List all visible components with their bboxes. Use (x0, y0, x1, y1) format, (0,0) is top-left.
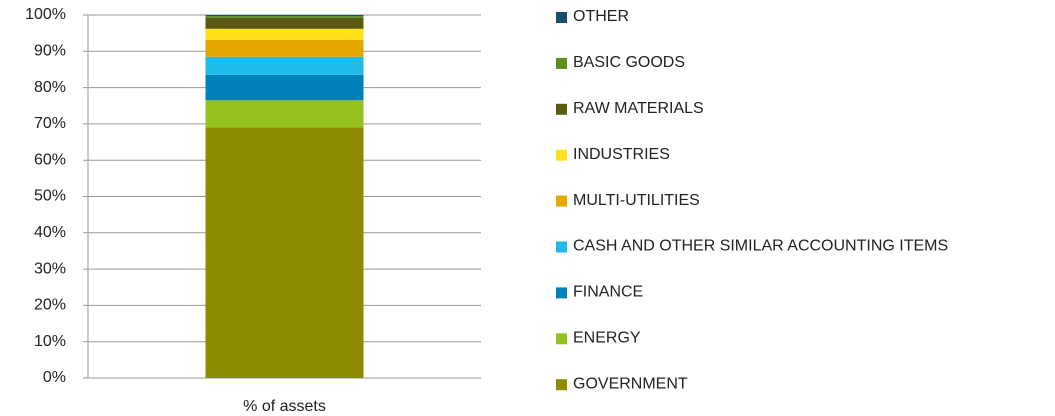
legend-label: INDUSTRIES (573, 146, 670, 163)
bar-segment (205, 56, 364, 75)
y-tick-label: 40% (34, 224, 66, 241)
legend-swatch (556, 57, 567, 69)
y-tick-label: 0% (43, 369, 66, 386)
legend-swatch (556, 241, 567, 253)
legend-swatch (556, 379, 567, 391)
bar-segment (205, 28, 364, 40)
y-tick-label: 30% (34, 260, 66, 277)
bar-segment (205, 17, 364, 29)
y-tick-label: 90% (34, 43, 66, 60)
legend-label: RAW MATERIALS (573, 100, 704, 117)
legend-label: GOVERNMENT (573, 375, 688, 392)
y-tick-label: 100% (25, 6, 66, 23)
bar-segment (205, 39, 364, 57)
y-tick-label: 10% (34, 333, 66, 350)
legend-label: CASH AND OTHER SIMILAR ACCOUNTING ITEMS (573, 238, 948, 255)
y-tick-label: 20% (34, 297, 66, 314)
bar-segment (205, 74, 364, 101)
legend-swatch (556, 149, 567, 161)
legend-label: OTHER (573, 8, 629, 25)
y-tick-label: 60% (34, 151, 66, 168)
legend-label: BASIC GOODS (573, 54, 685, 71)
legend-swatch (556, 12, 567, 23)
legend-label: MULTI-UTILITIES (573, 192, 700, 209)
bar-segment (205, 16, 364, 18)
legend-swatch (556, 287, 567, 299)
bar-segment (205, 15, 364, 17)
bar-segment (205, 100, 364, 128)
y-tick-label: 50% (34, 188, 66, 205)
x-tick-label: % of assets (243, 398, 326, 415)
legend-swatch (556, 333, 567, 345)
legend-label: ENERGY (573, 330, 641, 347)
bar-segment (205, 127, 364, 378)
legend-swatch (556, 103, 567, 115)
y-tick-label: 70% (34, 115, 66, 132)
legend-label: FINANCE (573, 284, 643, 301)
y-tick-label: 80% (34, 79, 66, 96)
legend-swatch (556, 195, 567, 207)
